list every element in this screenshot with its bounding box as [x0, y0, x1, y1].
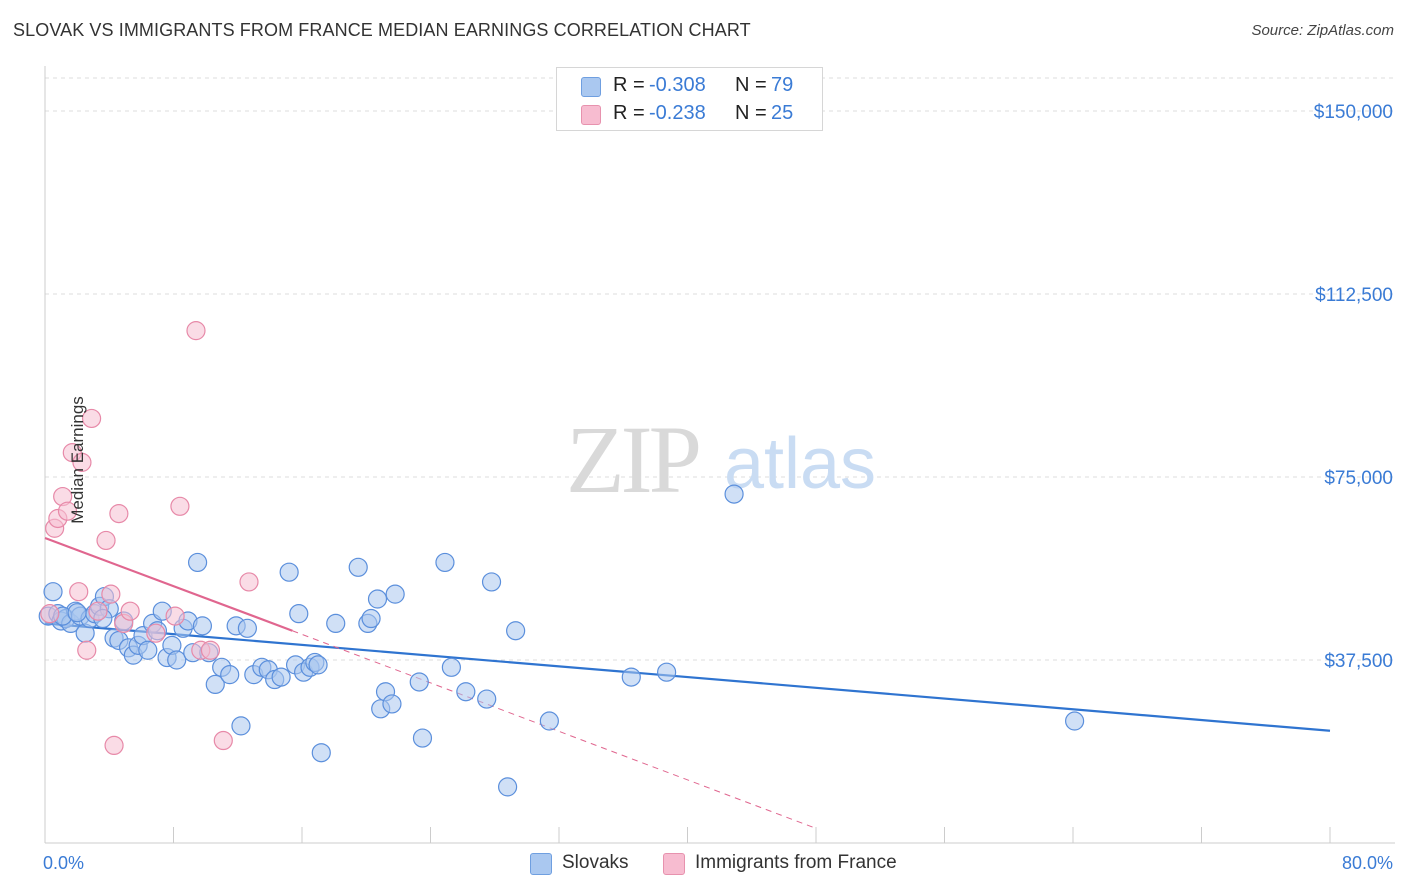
- point-slovaks: [231, 716, 251, 736]
- point-slovaks: [289, 604, 309, 624]
- series-slovaks: [38, 484, 1085, 797]
- legend-n-label: N =: [735, 74, 767, 96]
- point-france: [57, 501, 78, 521]
- point-slovaks: [481, 572, 502, 592]
- y-tick-label: $37,500: [1324, 651, 1393, 672]
- point-slovaks: [412, 728, 433, 748]
- y-tick-label: $150,000: [1314, 102, 1393, 123]
- point-slovaks: [409, 672, 429, 692]
- point-france: [77, 640, 97, 660]
- axis-layer: [44, 66, 1395, 844]
- point-france: [170, 496, 190, 516]
- point-slovaks: [167, 650, 187, 670]
- y-tick-label: $112,500: [1315, 285, 1393, 306]
- point-slovaks: [187, 552, 208, 573]
- point-slovaks: [192, 616, 213, 636]
- point-france: [88, 601, 108, 621]
- legend-r-label: R =: [613, 74, 645, 96]
- y-axis-label: Median Earnings: [67, 396, 87, 524]
- point-slovaks: [326, 613, 346, 634]
- point-france: [186, 321, 206, 341]
- point-slovaks: [361, 608, 381, 629]
- legend-swatch-pink: [581, 105, 601, 125]
- point-slovaks: [435, 552, 455, 573]
- legend-n-label: N =: [735, 102, 767, 124]
- point-slovaks: [724, 484, 744, 504]
- point-france: [165, 606, 185, 626]
- watermark-zip: ZIP: [566, 406, 699, 513]
- series-immigrants-from-france: [40, 321, 259, 756]
- bottom-legend-label: Immigrants from France: [695, 852, 897, 873]
- point-slovaks: [367, 589, 388, 609]
- point-slovaks: [441, 657, 461, 677]
- point-slovaks: [1065, 711, 1085, 731]
- trend-layer: [44, 536, 1331, 829]
- trend-line-france: [44, 536, 293, 632]
- legend-r-value: -0.238: [649, 102, 706, 124]
- trend-line-france-extrapolated: [292, 630, 817, 829]
- bottom-legend-swatch-pink: [663, 853, 685, 875]
- point-slovaks: [138, 640, 158, 660]
- tick-labels: $37,500 $75,000 $112,500 $150,000 0.0% 80.0%: [43, 102, 1393, 873]
- point-slovaks: [271, 667, 291, 687]
- bottom-legend-label: Slovaks: [562, 852, 629, 873]
- bottom-legend-swatch-blue: [530, 853, 552, 875]
- legend-r-label: R =: [613, 102, 645, 124]
- point-slovaks: [220, 665, 240, 685]
- point-france: [40, 604, 60, 624]
- point-france: [104, 735, 124, 756]
- point-slovaks: [382, 694, 402, 714]
- point-slovaks: [67, 603, 87, 623]
- source-label: Source: ZipAtlas.com: [1251, 22, 1394, 39]
- x-tick-label-max: 80.0%: [1342, 853, 1393, 873]
- point-slovaks: [348, 557, 368, 577]
- watermark: ZIP atlas: [566, 406, 876, 513]
- point-france: [239, 572, 259, 592]
- point-slovaks: [311, 743, 331, 763]
- point-france: [120, 601, 140, 621]
- point-france: [81, 408, 102, 429]
- point-slovaks: [456, 682, 476, 702]
- point-slovaks: [539, 711, 559, 731]
- point-slovaks: [506, 621, 526, 641]
- point-slovaks: [279, 562, 299, 582]
- point-france: [109, 504, 129, 524]
- point-france: [200, 640, 221, 660]
- chart-title: SLOVAK VS IMMIGRANTS FROM FRANCE MEDIAN …: [13, 20, 751, 40]
- legend-r-value: -0.308: [649, 74, 706, 96]
- point-france: [101, 584, 121, 604]
- point-slovaks: [237, 618, 257, 638]
- point-france: [96, 530, 116, 551]
- point-france: [72, 452, 92, 472]
- point-france: [213, 730, 233, 751]
- point-slovaks: [621, 667, 641, 687]
- point-slovaks: [308, 655, 328, 675]
- point-slovaks: [657, 662, 677, 682]
- y-tick-label: $75,000: [1324, 468, 1393, 489]
- x-tick-label-min: 0.0%: [43, 853, 84, 873]
- legend-n-value: 79: [771, 74, 794, 96]
- watermark-atlas: atlas: [724, 424, 876, 504]
- point-slovaks: [205, 674, 225, 695]
- correlation-legend: R = -0.308 N = 79 R = -0.238 N = 25: [556, 67, 823, 131]
- point-france: [69, 582, 89, 602]
- point-slovaks: [385, 584, 405, 604]
- legend-n-value: 25: [771, 102, 794, 124]
- point-slovaks: [43, 582, 63, 602]
- point-france: [146, 623, 166, 643]
- point-slovaks: [498, 777, 518, 797]
- point-slovaks: [477, 689, 497, 709]
- trend-line-slovaks: [44, 622, 1331, 732]
- legend-swatch-blue: [581, 77, 601, 97]
